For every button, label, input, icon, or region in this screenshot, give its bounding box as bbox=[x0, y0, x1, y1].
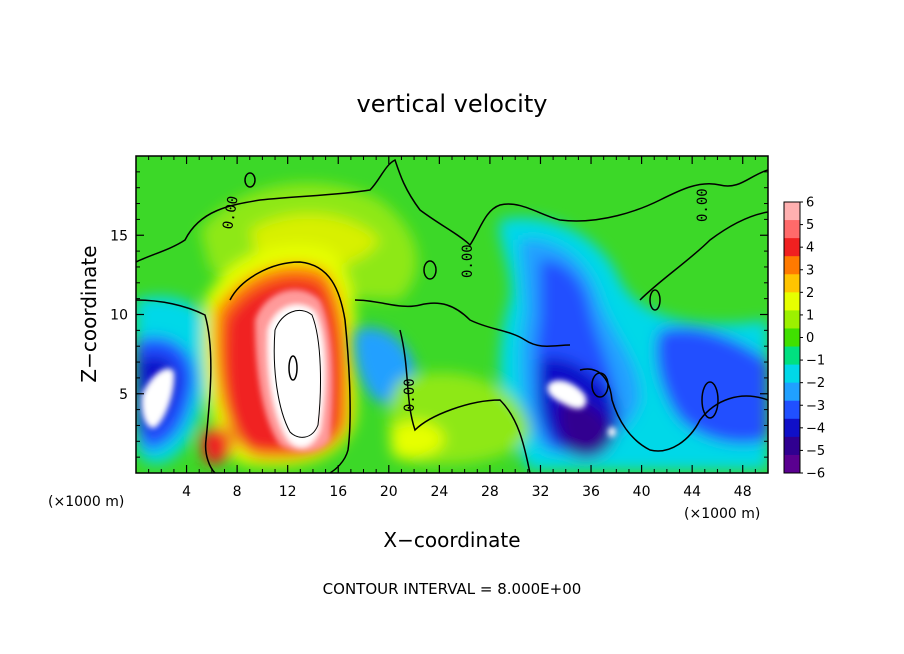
colorbar-label-1: 5 bbox=[806, 218, 814, 233]
colorbar-swatch-2 bbox=[784, 238, 800, 257]
colorbar-label-0: 6 bbox=[806, 196, 814, 211]
x-tick-label-7: 32 bbox=[532, 484, 550, 500]
contour-line-far-right bbox=[639, 211, 768, 301]
colorbar-swatch-10 bbox=[784, 382, 800, 402]
colorbar-swatch-0 bbox=[784, 202, 800, 221]
colorbar-label-8: −2 bbox=[806, 376, 825, 391]
x-tick-label-11: 48 bbox=[734, 484, 752, 500]
contour-interval-text: CONTOUR INTERVAL = 8.000E+00 bbox=[323, 580, 582, 598]
contour-label-b: 0.00 bbox=[460, 244, 476, 278]
colorbar-label-7: −1 bbox=[806, 354, 825, 369]
contour-label-d: 0.00 bbox=[695, 188, 711, 222]
x-tick-label-4: 20 bbox=[380, 484, 398, 500]
y-tick-label-0: 5 bbox=[119, 387, 128, 403]
colorbar-label-6: 0 bbox=[806, 331, 814, 346]
x-tick-label-1: 8 bbox=[233, 484, 242, 500]
x-axis-label: X−coordinate bbox=[383, 528, 520, 552]
heatmap-blob-far-right-blue bbox=[656, 327, 768, 444]
x-tick-label-0: 4 bbox=[182, 484, 191, 500]
colorbar-swatch-3 bbox=[784, 256, 800, 275]
contour-loop-a bbox=[423, 260, 437, 280]
colorbar-swatch-11 bbox=[784, 400, 800, 420]
heatmap-blob-updraft-red-base bbox=[200, 426, 233, 464]
y-axis-label: Z−coordinate bbox=[77, 245, 101, 382]
colorbar-swatch-4 bbox=[784, 274, 800, 293]
contour-line-core bbox=[273, 310, 321, 438]
colorbar-label-10: −4 bbox=[806, 421, 825, 436]
y-tick-label-1: 10 bbox=[110, 308, 128, 324]
x-axis-ticks: 4 8 12 16 20 24 28 32 36 40 44 48 bbox=[148, 156, 756, 500]
colorbar-swatch-7 bbox=[784, 328, 800, 348]
x-tick-label-3: 16 bbox=[329, 484, 347, 500]
contour-loop-e bbox=[244, 172, 256, 188]
colorbar-label-2: 4 bbox=[806, 241, 814, 256]
colorbar-label-4: 2 bbox=[806, 286, 814, 301]
contour-line-lower bbox=[399, 329, 531, 473]
contour-loop-b bbox=[649, 289, 661, 311]
contour-label-a: 0.00 bbox=[220, 195, 242, 231]
colorbar-swatch-13 bbox=[784, 436, 800, 456]
contour-labels: 0.00 0.00 0.00 0.00 bbox=[220, 188, 711, 412]
heatmap-blob-left-core bbox=[141, 368, 175, 429]
y-tick-label-2: 15 bbox=[110, 228, 128, 244]
x-tick-label-8: 36 bbox=[582, 484, 600, 500]
heatmap-blob-right-purple bbox=[558, 399, 612, 457]
colorbar-label-11: −5 bbox=[806, 444, 825, 459]
colorbar-swatch-8 bbox=[784, 346, 800, 366]
heatmap-field bbox=[136, 156, 768, 473]
contour-lines bbox=[136, 158, 768, 473]
colorbar-label-12: −6 bbox=[806, 467, 825, 482]
contour-line-right bbox=[579, 368, 768, 452]
x-tick-label-6: 28 bbox=[481, 484, 499, 500]
x-tick-label-10: 44 bbox=[683, 484, 701, 500]
contour-loop-c bbox=[591, 372, 609, 398]
colorbar-swatch-9 bbox=[784, 364, 800, 384]
contour-loop-core bbox=[288, 355, 298, 381]
colorbar-swatch-1 bbox=[784, 220, 800, 239]
x-unit-left: (×1000 m) bbox=[48, 494, 124, 510]
contour-line-mid bbox=[354, 299, 571, 347]
x-tick-label-5: 24 bbox=[430, 484, 448, 500]
colorbar-label-5: 1 bbox=[806, 308, 814, 323]
contour-line-updraft bbox=[229, 261, 351, 473]
colorbar: 6 5 4 3 2 1 0 −1 −2 −3 −4 −5 −6 bbox=[783, 196, 825, 482]
contour-line-upper bbox=[136, 158, 768, 263]
x-unit-right: (×1000 m) bbox=[684, 506, 760, 522]
x-tick-label-2: 12 bbox=[279, 484, 297, 500]
colorbar-label-3: 3 bbox=[806, 263, 814, 278]
chart-title: vertical velocity bbox=[357, 90, 548, 118]
y-axis-ticks: 5 10 15 bbox=[110, 171, 768, 458]
colorbar-swatch-12 bbox=[784, 418, 800, 438]
colorbar-swatch-5 bbox=[784, 292, 800, 311]
heatmap-blob-right-core bbox=[547, 380, 587, 409]
contour-label-c: 0.00 bbox=[402, 378, 418, 412]
heatmap-blob-right-core-small bbox=[608, 427, 616, 437]
colorbar-label-9: −3 bbox=[806, 399, 825, 414]
heatmap-blob-lower-yellow bbox=[390, 421, 445, 459]
x-tick-label-9: 40 bbox=[633, 484, 651, 500]
contour-loop-d bbox=[701, 381, 719, 419]
contour-line-left bbox=[136, 299, 216, 473]
colorbar-swatch-14 bbox=[784, 454, 800, 474]
colorbar-swatch-6 bbox=[784, 310, 800, 329]
